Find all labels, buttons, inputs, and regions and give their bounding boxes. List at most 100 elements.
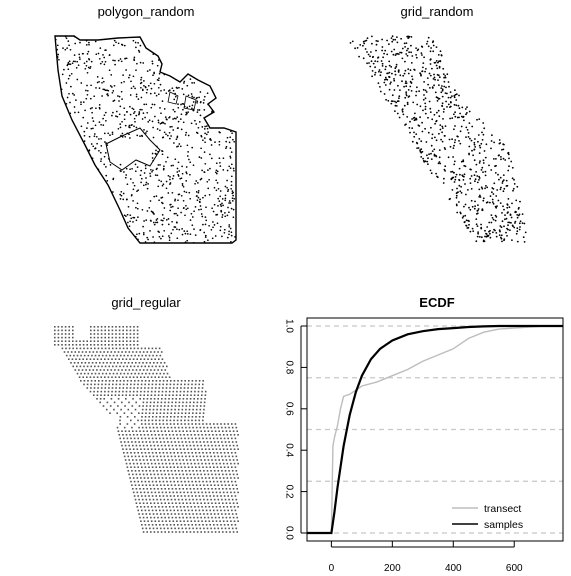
sample-point [191,146,194,149]
grid-point [124,369,127,371]
sample-point [453,96,456,99]
sample-point [94,40,97,43]
grid-point [114,390,117,393]
sample-point [431,86,434,89]
sample-point [213,186,216,189]
grid-point [201,506,203,508]
sample-point [480,223,482,226]
sample-point [381,65,384,67]
sample-point [119,193,122,196]
sample-point [407,68,410,70]
sample-point [474,180,476,183]
grid-point [227,423,229,425]
grid-point [211,502,213,504]
sample-point [449,91,452,93]
grid-point [135,473,138,476]
sample-point [105,119,107,122]
sample-point [137,216,139,218]
sample-point [230,130,232,133]
sample-point [191,82,193,84]
grid-point [172,387,175,389]
sample-point [433,73,435,76]
sample-point [135,114,138,117]
sample-point [226,179,228,182]
sample-point [388,71,391,74]
grid-point [161,390,164,393]
grid-point [82,344,85,346]
grid-point [204,516,206,519]
sample-point [391,35,394,38]
sample-point [136,134,139,137]
grid-point [137,466,139,468]
sample-point [429,63,432,65]
sample-point [456,116,459,119]
grid-point [101,354,104,357]
sample-point [141,208,144,211]
grid-point [233,506,236,508]
sample-point [196,199,199,202]
sample-point [460,125,463,128]
grid-point [194,387,197,389]
grid-point [100,390,103,393]
grid-point [125,358,128,360]
sample-point [186,84,189,87]
sample-point [136,190,138,193]
grid-point [162,495,165,497]
sample-point [464,183,466,185]
sample-point [125,198,128,201]
grid-point [188,441,191,443]
sample-point [464,203,467,206]
grid-point [204,488,206,490]
sample-point [70,85,72,88]
grid-point [187,509,190,512]
grid-point [118,390,121,393]
sample-point [495,195,498,197]
grid-point [111,329,114,332]
grid-point [165,448,167,450]
grid-point [130,354,133,357]
sample-point [508,157,510,160]
grid-point [157,369,159,371]
sample-point [427,36,430,39]
grid-point [82,376,84,378]
sample-point [92,120,95,122]
grid-point [147,390,149,393]
sample-point [401,57,404,60]
sample-point [467,189,469,191]
grid-point [231,437,233,440]
sample-point [142,184,145,187]
grid-point [231,452,233,454]
x-tick-label: 400 [445,563,462,574]
sample-point [127,221,129,224]
sample-point [176,171,179,173]
grid-point [224,426,227,429]
sample-point [140,76,143,79]
sample-point [398,97,400,99]
sample-point [160,122,163,125]
sample-point [435,172,437,175]
sample-point [192,109,194,111]
sample-point [499,188,502,191]
sample-point [394,104,397,107]
grid-point [137,452,139,454]
grid-point [212,448,214,450]
sample-point [188,191,191,194]
grid-point [166,416,168,418]
sample-point [180,113,183,116]
sample-point [183,82,185,84]
sample-point [442,111,445,113]
sample-point [221,214,224,216]
grid-point [177,380,179,382]
sample-point [206,127,209,130]
grid-point [181,484,184,486]
grid-point [178,444,181,447]
sample-point [438,65,441,68]
sample-point [443,80,446,83]
grid-point [168,473,170,476]
grid-point [167,513,169,515]
sample-point [119,58,122,60]
grid-point [221,455,223,458]
grid-point [191,423,193,425]
sample-point [92,127,94,130]
sample-point [225,147,227,150]
